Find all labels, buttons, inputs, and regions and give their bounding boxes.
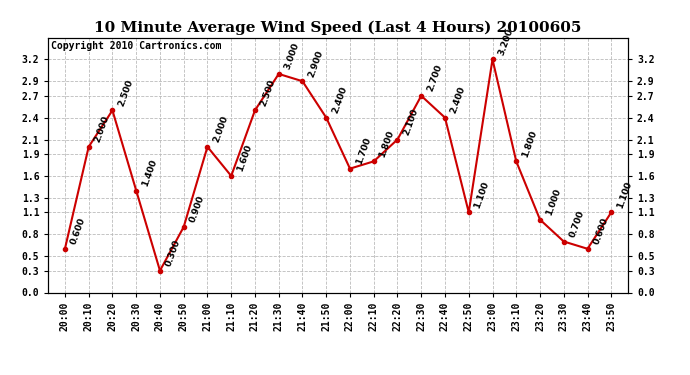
Title: 10 Minute Average Wind Speed (Last 4 Hours) 20100605: 10 Minute Average Wind Speed (Last 4 Hou…: [95, 21, 582, 35]
Text: 1.400: 1.400: [140, 158, 159, 188]
Text: 2.100: 2.100: [402, 107, 420, 137]
Text: 1.100: 1.100: [473, 180, 491, 210]
Text: 1.600: 1.600: [235, 144, 253, 173]
Text: 2.000: 2.000: [212, 115, 230, 144]
Text: 2.400: 2.400: [331, 85, 348, 115]
Text: Copyright 2010 Cartronics.com: Copyright 2010 Cartronics.com: [51, 41, 221, 51]
Text: 3.000: 3.000: [283, 42, 301, 71]
Text: 0.900: 0.900: [188, 195, 206, 224]
Text: 1.800: 1.800: [378, 129, 396, 159]
Text: 1.100: 1.100: [615, 180, 633, 210]
Text: 1.000: 1.000: [544, 188, 562, 217]
Text: 2.900: 2.900: [306, 49, 325, 78]
Text: 2.400: 2.400: [449, 85, 467, 115]
Text: 0.300: 0.300: [164, 238, 182, 268]
Text: 0.600: 0.600: [69, 217, 87, 246]
Text: 2.700: 2.700: [426, 63, 444, 93]
Text: 0.700: 0.700: [568, 209, 586, 239]
Text: 1.700: 1.700: [354, 136, 373, 166]
Text: 2.500: 2.500: [117, 78, 135, 108]
Text: 3.200: 3.200: [497, 27, 515, 57]
Text: 2.500: 2.500: [259, 78, 277, 108]
Text: 1.800: 1.800: [520, 129, 538, 159]
Text: 0.600: 0.600: [592, 217, 610, 246]
Text: 2.000: 2.000: [93, 115, 111, 144]
